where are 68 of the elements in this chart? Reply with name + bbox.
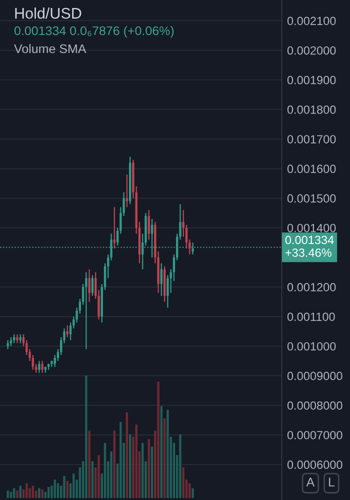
candlestick	[91, 274, 94, 296]
bar	[142, 442, 144, 498]
bar	[88, 430, 90, 498]
bar	[85, 375, 88, 498]
bar	[160, 406, 163, 498]
y-tick-label: 0.001200	[287, 283, 336, 292]
bar	[6, 490, 9, 498]
bar	[166, 410, 169, 498]
candlestick	[16, 334, 18, 344]
bar	[192, 488, 194, 498]
bar	[179, 434, 182, 498]
y-tick-label: 0.001900	[287, 76, 336, 84]
candlestick	[38, 360, 40, 374]
bar	[157, 382, 160, 498]
y-tick-label: 0.001700	[287, 135, 336, 144]
text: L	[329, 478, 335, 486]
bar	[47, 486, 50, 498]
candlestick	[41, 360, 44, 374]
y-tick-label: 0.0008000	[287, 401, 342, 410]
y-tick-label: 0.0009000	[287, 372, 342, 380]
bar	[16, 490, 18, 498]
chart-title: Hold/USD	[15, 8, 82, 19]
bar	[41, 489, 44, 498]
y-tick-label: 0.002000	[287, 46, 336, 55]
candlestick	[148, 210, 150, 240]
text: 0.001334 0.0₆7876 (+0.06%)	[14, 26, 174, 38]
candlestick	[126, 174, 128, 208]
bar	[38, 488, 40, 498]
y-tick-label: 0.0006000	[287, 460, 342, 469]
candlestick	[113, 206, 116, 250]
bar	[150, 446, 154, 498]
bar	[19, 486, 22, 498]
candlestick	[88, 268, 90, 302]
bar	[182, 467, 184, 498]
bar	[126, 412, 128, 498]
bar	[66, 480, 68, 498]
ref-line-label: 0.001334 +33.46%	[285, 236, 334, 257]
y-tick-label: 0.001100	[287, 312, 335, 321]
bar	[72, 473, 75, 498]
bar	[148, 439, 150, 498]
y-tick-label: 0.001600	[287, 164, 336, 174]
bar	[110, 451, 112, 498]
bar	[56, 483, 60, 498]
bar	[54, 480, 56, 498]
y-tick-label: 0.0007000	[287, 430, 342, 440]
bar	[135, 424, 138, 498]
bar	[32, 486, 34, 498]
y-tick-label: 0.001400	[287, 224, 336, 232]
bar	[26, 483, 28, 498]
bar	[91, 461, 94, 498]
bar	[104, 442, 106, 498]
bar	[163, 418, 166, 498]
bar	[188, 483, 191, 498]
bar	[13, 488, 16, 498]
candlestick	[66, 324, 68, 338]
y-tick-label: 0.002100	[287, 16, 336, 26]
y-tick-label: 0.001800	[287, 106, 336, 114]
y-tick-label: 0.001000	[287, 342, 336, 351]
bar	[120, 422, 122, 498]
bar	[63, 476, 66, 498]
candlestick	[85, 272, 88, 350]
bar	[98, 455, 100, 498]
text: A	[306, 478, 315, 486]
y-tick-label: 0.001500	[287, 194, 336, 203]
annotation: Volume SMA	[14, 44, 86, 54]
bar	[113, 430, 116, 498]
bar	[128, 434, 132, 498]
candlestick	[160, 262, 163, 296]
